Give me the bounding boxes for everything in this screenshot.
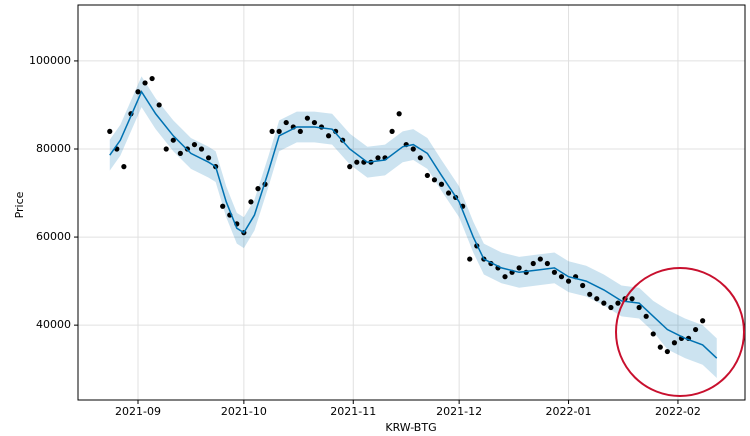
y-tick-label: 100000 xyxy=(29,54,71,67)
data-point xyxy=(558,274,565,280)
data-point xyxy=(657,344,663,350)
data-point xyxy=(156,102,162,108)
data-point xyxy=(671,340,678,346)
data-point xyxy=(594,296,600,302)
data-point xyxy=(304,115,310,121)
data-point xyxy=(650,331,656,337)
y-axis-label: Price xyxy=(13,191,26,218)
data-point xyxy=(220,203,226,209)
data-point xyxy=(537,256,543,262)
data-point xyxy=(410,146,416,152)
data-point xyxy=(615,300,621,306)
data-point xyxy=(276,128,282,134)
y-tick-label: 60000 xyxy=(36,230,71,243)
data-point xyxy=(601,300,607,306)
data-point xyxy=(107,128,113,134)
data-point xyxy=(191,141,198,148)
data-point xyxy=(530,260,536,267)
data-point xyxy=(375,155,381,161)
data-point xyxy=(417,155,423,161)
x-tick-label: 2021-09 xyxy=(115,405,161,418)
data-point xyxy=(135,89,141,95)
data-point xyxy=(347,164,353,170)
x-tick-label: 2021-11 xyxy=(330,405,376,418)
data-point xyxy=(431,177,438,183)
data-point xyxy=(636,304,642,311)
data-point xyxy=(438,181,445,187)
data-point xyxy=(297,128,303,134)
data-point xyxy=(396,111,402,117)
data-point xyxy=(664,348,670,355)
highlight-circle xyxy=(615,267,745,397)
x-tick-label: 2022-02 xyxy=(655,405,701,418)
data-point xyxy=(502,274,508,280)
plot-frame xyxy=(77,4,746,401)
data-point xyxy=(608,304,614,311)
x-tick-label: 2022-01 xyxy=(546,405,592,418)
data-point xyxy=(587,291,593,297)
data-point xyxy=(551,269,558,275)
data-point xyxy=(177,150,183,157)
uncertainty-band xyxy=(109,76,717,378)
y-tick-label: 80000 xyxy=(36,142,71,155)
data-point xyxy=(163,146,169,152)
data-point xyxy=(445,190,452,196)
data-point xyxy=(142,80,148,86)
data-point xyxy=(544,260,550,267)
data-point xyxy=(283,119,289,126)
data-point xyxy=(467,256,473,262)
data-point xyxy=(580,282,586,289)
data-point xyxy=(629,296,635,302)
data-point xyxy=(205,155,212,161)
data-point xyxy=(255,186,261,192)
data-point xyxy=(424,172,430,179)
data-point xyxy=(516,265,522,271)
data-point xyxy=(354,159,360,165)
data-point xyxy=(269,128,275,134)
x-axis-label: KRW-BTG xyxy=(385,421,436,434)
data-point xyxy=(700,318,706,324)
data-point xyxy=(389,128,395,134)
x-tick-label: 2021-10 xyxy=(221,405,267,418)
plot-area xyxy=(78,5,745,400)
x-tick-label: 2021-12 xyxy=(436,405,482,418)
y-tick-label: 40000 xyxy=(36,318,71,331)
data-point xyxy=(248,199,254,205)
data-point xyxy=(325,133,332,139)
data-point xyxy=(643,313,649,319)
data-point xyxy=(121,164,127,170)
data-point xyxy=(311,119,318,126)
data-point xyxy=(198,146,205,152)
data-point xyxy=(170,137,176,143)
data-point xyxy=(149,75,155,82)
data-point xyxy=(565,278,572,284)
data-point xyxy=(692,326,699,333)
forecast-line xyxy=(109,90,718,359)
